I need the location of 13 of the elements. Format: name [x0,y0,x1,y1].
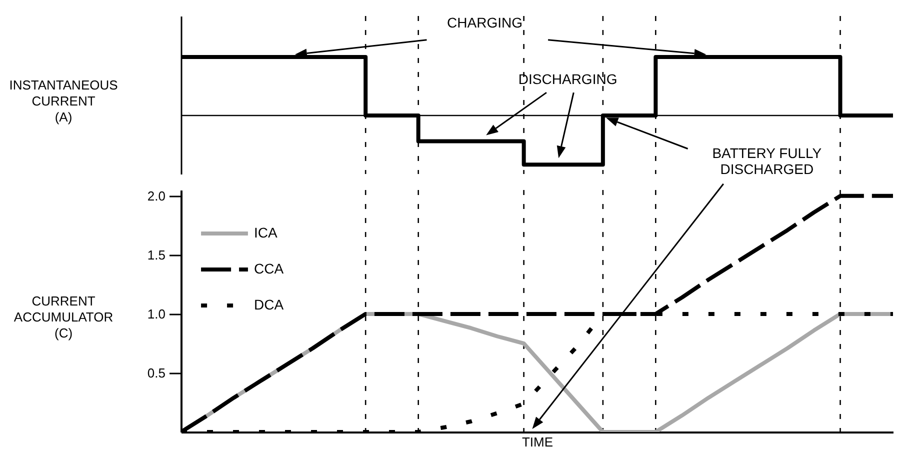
annotation: BATTERY FULLY DISCHARGED [712,145,822,178]
legend-label: CCA [254,260,284,276]
y-tick-label: 2.0 [147,188,166,204]
y-axis-title: CURRENT ACCUMULATOR (C) [14,294,114,340]
y-tick-label: 1.0 [147,306,166,322]
legend-label: ICA [254,224,278,240]
x-axis-title: TIME [522,434,554,450]
text: CHARGING [447,14,522,30]
annotation: DISCHARGING [518,71,618,88]
legend-label: DCA [254,296,284,312]
y-axis-title: INSTANTANEOUS CURRENT (A) [9,78,118,124]
y-tick-label: 0.5 [147,365,166,380]
y-tick-label: 1.5 [147,247,166,262]
